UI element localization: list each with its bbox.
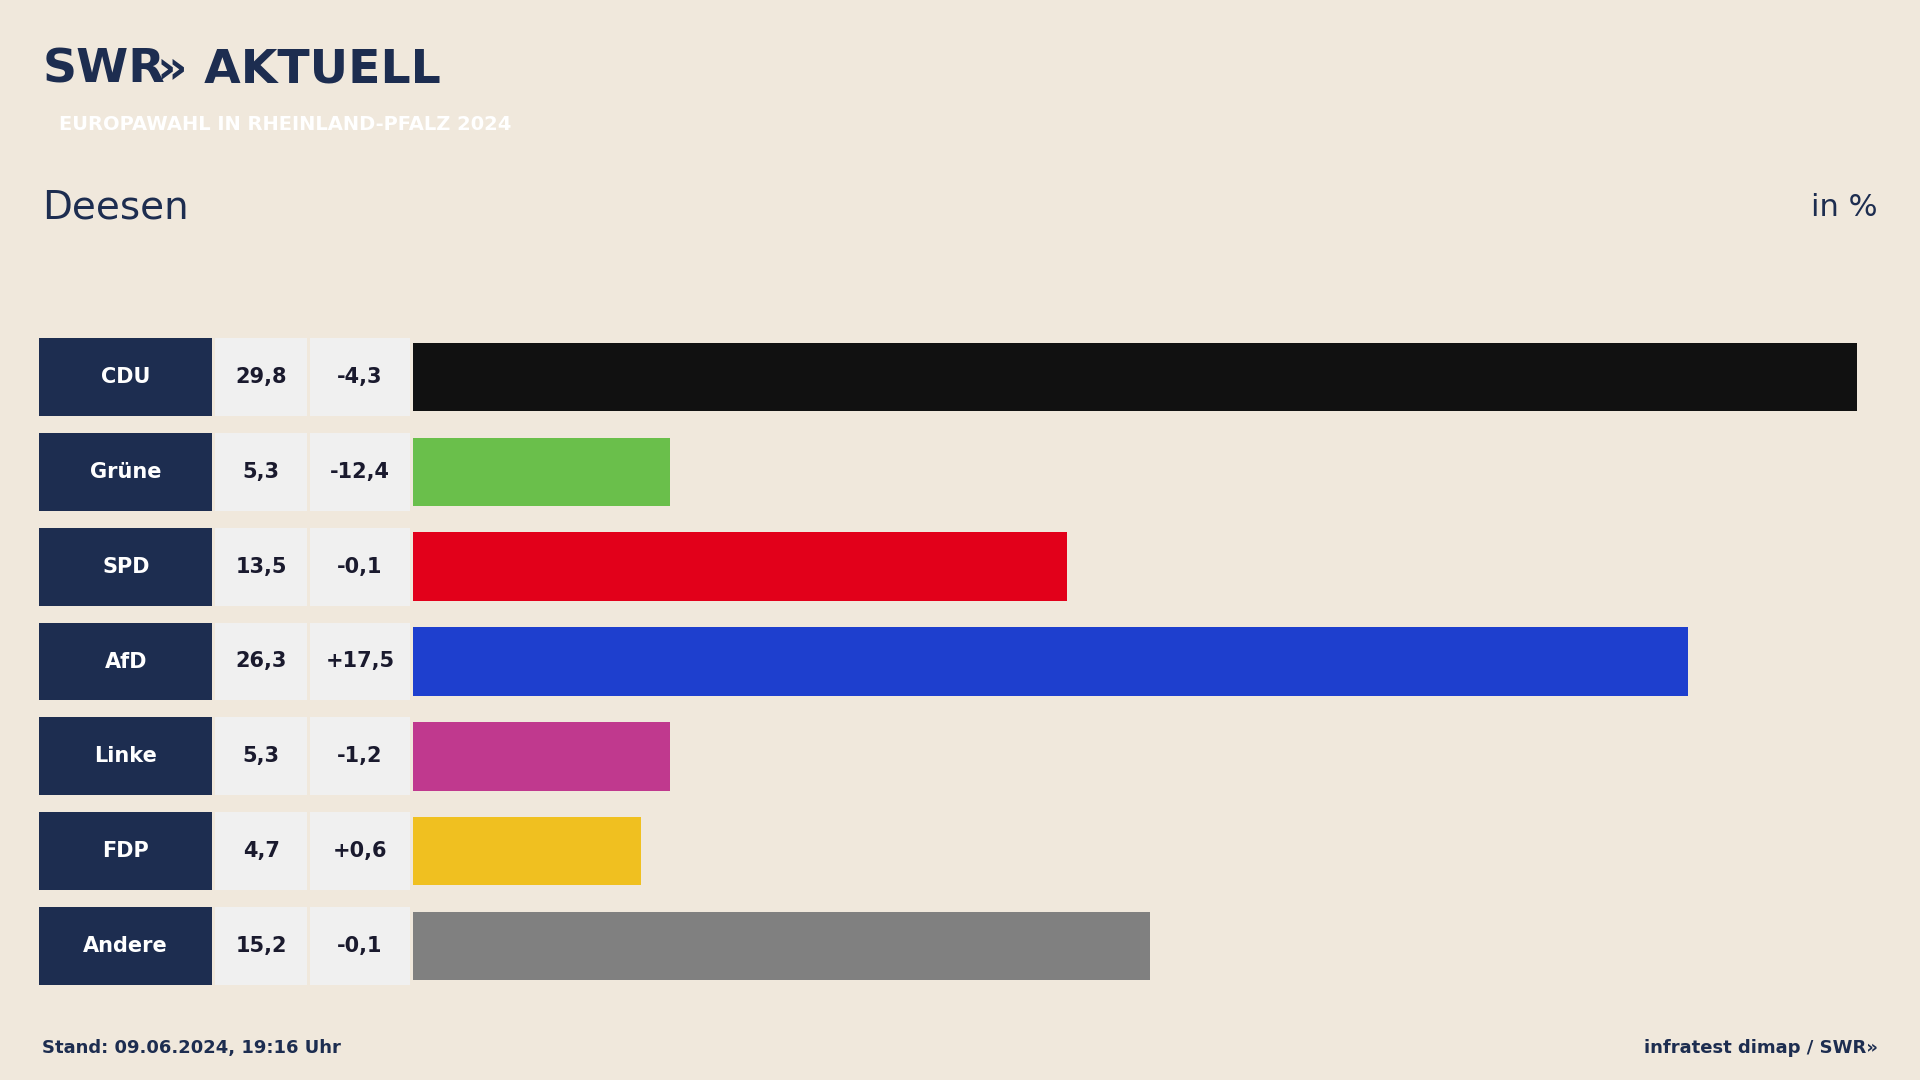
Text: Linke: Linke [94, 746, 157, 767]
Text: +0,6: +0,6 [332, 841, 388, 861]
Bar [413, 437, 670, 505]
FancyBboxPatch shape [215, 717, 307, 795]
FancyBboxPatch shape [309, 907, 411, 985]
Bar [413, 818, 641, 886]
Text: 15,2: 15,2 [236, 936, 286, 956]
FancyBboxPatch shape [309, 433, 411, 511]
Text: 5,3: 5,3 [242, 462, 280, 482]
FancyBboxPatch shape [309, 338, 411, 416]
Text: 4,7: 4,7 [242, 841, 280, 861]
Text: Grüne: Grüne [90, 462, 161, 482]
Text: in %: in % [1811, 193, 1878, 221]
Text: +17,5: +17,5 [324, 651, 396, 672]
Text: SPD: SPD [102, 556, 150, 577]
Text: 29,8: 29,8 [236, 367, 286, 387]
FancyBboxPatch shape [309, 622, 411, 701]
Text: FDP: FDP [102, 841, 150, 861]
FancyBboxPatch shape [309, 528, 411, 606]
FancyBboxPatch shape [215, 622, 307, 701]
Text: CDU: CDU [102, 367, 150, 387]
FancyBboxPatch shape [40, 433, 211, 511]
FancyBboxPatch shape [40, 907, 211, 985]
FancyBboxPatch shape [215, 907, 307, 985]
Text: 26,3: 26,3 [236, 651, 286, 672]
Text: 13,5: 13,5 [236, 556, 286, 577]
Text: Deesen: Deesen [42, 188, 188, 227]
Text: AfD: AfD [104, 651, 148, 672]
Text: EUROPAWAHL IN RHEINLAND-PFALZ 2024: EUROPAWAHL IN RHEINLAND-PFALZ 2024 [60, 114, 511, 134]
FancyBboxPatch shape [215, 433, 307, 511]
FancyBboxPatch shape [215, 812, 307, 890]
Text: infratest dimap / SWR»: infratest dimap / SWR» [1644, 1039, 1878, 1056]
Text: Andere: Andere [83, 936, 169, 956]
Text: 5,3: 5,3 [242, 746, 280, 767]
FancyBboxPatch shape [40, 622, 211, 701]
Bar [413, 912, 1150, 981]
Text: Stand: 09.06.2024, 19:16 Uhr: Stand: 09.06.2024, 19:16 Uhr [42, 1039, 342, 1056]
Text: -0,1: -0,1 [338, 936, 382, 956]
FancyBboxPatch shape [309, 717, 411, 795]
Text: -1,2: -1,2 [338, 746, 382, 767]
Text: SWR: SWR [42, 48, 165, 93]
Text: » AKTUELL: » AKTUELL [157, 48, 442, 93]
FancyBboxPatch shape [40, 717, 211, 795]
FancyBboxPatch shape [215, 528, 307, 606]
Bar [413, 723, 670, 791]
FancyBboxPatch shape [309, 812, 411, 890]
Text: -12,4: -12,4 [330, 462, 390, 482]
FancyBboxPatch shape [40, 812, 211, 890]
FancyBboxPatch shape [40, 528, 211, 606]
FancyBboxPatch shape [215, 338, 307, 416]
Text: -0,1: -0,1 [338, 556, 382, 577]
Bar [413, 532, 1068, 600]
Bar [413, 342, 1857, 411]
FancyBboxPatch shape [40, 338, 211, 416]
Bar [413, 627, 1688, 696]
Text: -4,3: -4,3 [338, 367, 382, 387]
